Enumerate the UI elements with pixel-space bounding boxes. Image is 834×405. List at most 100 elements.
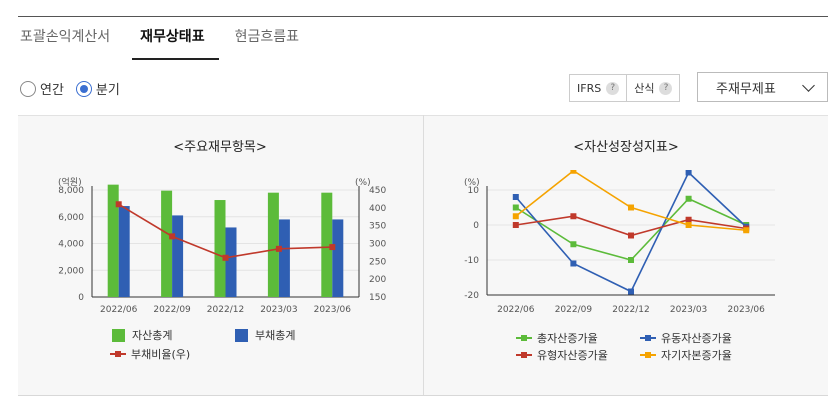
chart-2-tangible-assets-growth-point (628, 232, 634, 239)
legend-debt-ratio: 부채비율(우) (110, 346, 190, 362)
chart-1-y-unit-label: (억원) (58, 176, 82, 188)
chart-1-debt-ratio-point (169, 233, 176, 240)
legend-current-assets-growth-label: 유동자산증가율 (661, 332, 732, 345)
radio-annual-circle-icon[interactable] (20, 80, 36, 97)
chart-1-bar-total-liabilities (278, 219, 290, 297)
legend-tangible-assets-growth-line (516, 352, 532, 358)
formula-help-icon[interactable]: ? (659, 81, 673, 95)
legend-total-liabilities-label: 부채총계 (255, 329, 296, 342)
formula-label: 산식 (634, 82, 655, 95)
chart-2-equity-growth-point (512, 213, 519, 220)
legend-total-assets-label: 자산총계 (132, 329, 173, 342)
formula-button[interactable]: 산식 ? (626, 75, 679, 101)
chart-1-y-tick-label: 4,000 (58, 240, 84, 250)
chart-1-y-tick-label: 0 (78, 293, 84, 303)
chart-1-y2-tick-label: 400 (369, 204, 386, 214)
chart-1-y-tick-label: 8,000 (58, 186, 84, 196)
chevron-down-icon (802, 79, 815, 92)
chart-1-y2-tick-label: 200 (369, 275, 386, 285)
chart-1-x-tick-label: 2022/09 (153, 305, 191, 315)
chart-1-y2-tick-label: 300 (369, 240, 386, 250)
legend-tangible-assets-growth: 유형자산증가율 (516, 347, 608, 363)
ifrs-help-icon[interactable]: ? (606, 81, 620, 95)
chart-1-bar-total-liabilities (118, 206, 130, 297)
radio-quarterly-circle-icon[interactable] (75, 80, 92, 97)
chart-1-debt-ratio-point (275, 245, 282, 252)
chart-2-tangible-assets-growth-point (685, 216, 692, 223)
chart-2-equity-growth-point (628, 204, 634, 211)
chart-2-y-unit-label: (%) (464, 178, 480, 188)
chart-2-current-assets-growth-point (685, 170, 692, 176)
legend-current-assets-growth: 유동자산증가율 (640, 330, 732, 346)
chart-2-title: <자산성장성지표> (573, 140, 679, 155)
legend-tangible-assets-growth-label: 유형자산증가율 (537, 349, 608, 362)
chart-2-y-tick-label: -20 (464, 291, 479, 301)
chart-1-debt-ratio-point (115, 201, 122, 208)
chart-1-bar-total-assets (214, 200, 226, 297)
chart-2-svg: (%) -20 -10 0 10 2022/06 2022/09 2022/12 2023/03… (464, 170, 775, 315)
legend-debt-ratio-label: 부채비율(우) (131, 348, 191, 361)
legend-debt-ratio-line (110, 351, 126, 357)
statement-type-select[interactable]: 주재무제표 (697, 72, 828, 102)
chart-2-total-assets-growth-point (512, 204, 519, 211)
chart-1-y2-tick-label: 350 (369, 222, 386, 232)
chart-2-y-tick-label: -10 (464, 256, 479, 266)
chart-1-bar-total-assets (107, 184, 119, 297)
chart-1-svg: (억원) (%) 0 2,000 4,000 6,000 8,000 150 200 250 300… (58, 176, 386, 315)
tab-cash-flow[interactable]: 현금흐름표 (234, 29, 299, 45)
chart-1-bar-total-liabilities (225, 227, 237, 297)
tab-income-statement[interactable]: 포괄손익계산서 (20, 29, 111, 45)
chart-2-current-assets-growth-point (570, 260, 577, 267)
radio-annual[interactable]: 연간 (20, 79, 64, 98)
chart-2-x-tick-label: 2022/12 (612, 305, 649, 315)
charts-divider (423, 115, 424, 396)
chart-2-current-assets-growth-point (628, 288, 634, 295)
chart-2-tangible-assets-growth-point (512, 222, 519, 228)
ifrs-button[interactable]: IFRS ? (570, 75, 626, 101)
chart-2-current-assets-growth-point (512, 194, 519, 200)
bottom-rule (18, 395, 828, 396)
chart-1-bar-total-assets (161, 190, 173, 297)
radio-quarterly-label: 분기 (95, 83, 120, 98)
chart-2-y-tick-label: 10 (468, 186, 480, 196)
chart-2-tangible-assets-growth-point (570, 213, 577, 220)
chart-2-total-assets-growth-point (628, 257, 634, 263)
legend-equity-growth: 자기자본증가율 (640, 347, 732, 363)
chart-2-equity-growth-point (743, 227, 750, 234)
legend-total-liabilities: 부채총계 (235, 327, 295, 343)
legend-equity-growth-label: 자기자본증가율 (661, 349, 732, 362)
legend-total-liabilities-swatch (235, 328, 248, 342)
statement-tabs: 포괄손익계산서 재무상태표 현금흐름표 (18, 26, 327, 60)
chart-1-y2-tick-label: 450 (369, 186, 386, 196)
standard-toolbar: IFRS ? 산식 ? (569, 74, 681, 102)
chart-1-y-tick-label: 2,000 (58, 266, 84, 276)
legend-current-assets-growth-line (640, 335, 656, 341)
chart-1-y2-unit-label: (%) (355, 178, 371, 188)
tab-balance-sheet[interactable]: 재무상태표 (132, 26, 220, 60)
chart-2-y-tick-label: 0 (473, 221, 479, 231)
period-radio-group: 연간 분기 (20, 79, 132, 98)
chart-1-debt-ratio-point (222, 254, 229, 261)
legend-equity-growth-line (640, 352, 656, 358)
chart-2-total-assets-growth-point (685, 195, 692, 202)
chart-1-bar-total-assets (321, 192, 333, 297)
chart-1-x-tick-label: 2022/06 (100, 305, 138, 315)
statement-type-value: 주재무제표 (716, 81, 776, 97)
radio-annual-label: 연간 (40, 83, 64, 98)
ifrs-label: IFRS (577, 81, 602, 95)
legend-total-assets-growth: 총자산증가율 (516, 330, 598, 346)
chart-1-title: <주요재무항목> (173, 140, 267, 155)
chart-1-bar-total-assets (267, 192, 279, 297)
chart-2-equity-growth-point (570, 170, 577, 174)
chart-2-x-tick-label: 2022/06 (497, 305, 535, 315)
chart-1-x-tick-label: 2023/06 (314, 305, 352, 315)
radio-quarterly[interactable]: 분기 (75, 79, 120, 98)
legend-total-assets: 자산총계 (112, 327, 172, 343)
chart-1-bar-total-liabilities (172, 215, 184, 297)
legend-total-assets-growth-line (516, 335, 532, 341)
chart-2-x-tick-label: 2023/06 (728, 305, 766, 315)
chart-1-y2-tick-label: 250 (369, 257, 386, 267)
legend-total-assets-growth-label: 총자산증가율 (537, 332, 598, 345)
chart-2-x-tick-label: 2023/03 (670, 305, 707, 315)
chart-1-y-tick-label: 6,000 (58, 213, 84, 223)
